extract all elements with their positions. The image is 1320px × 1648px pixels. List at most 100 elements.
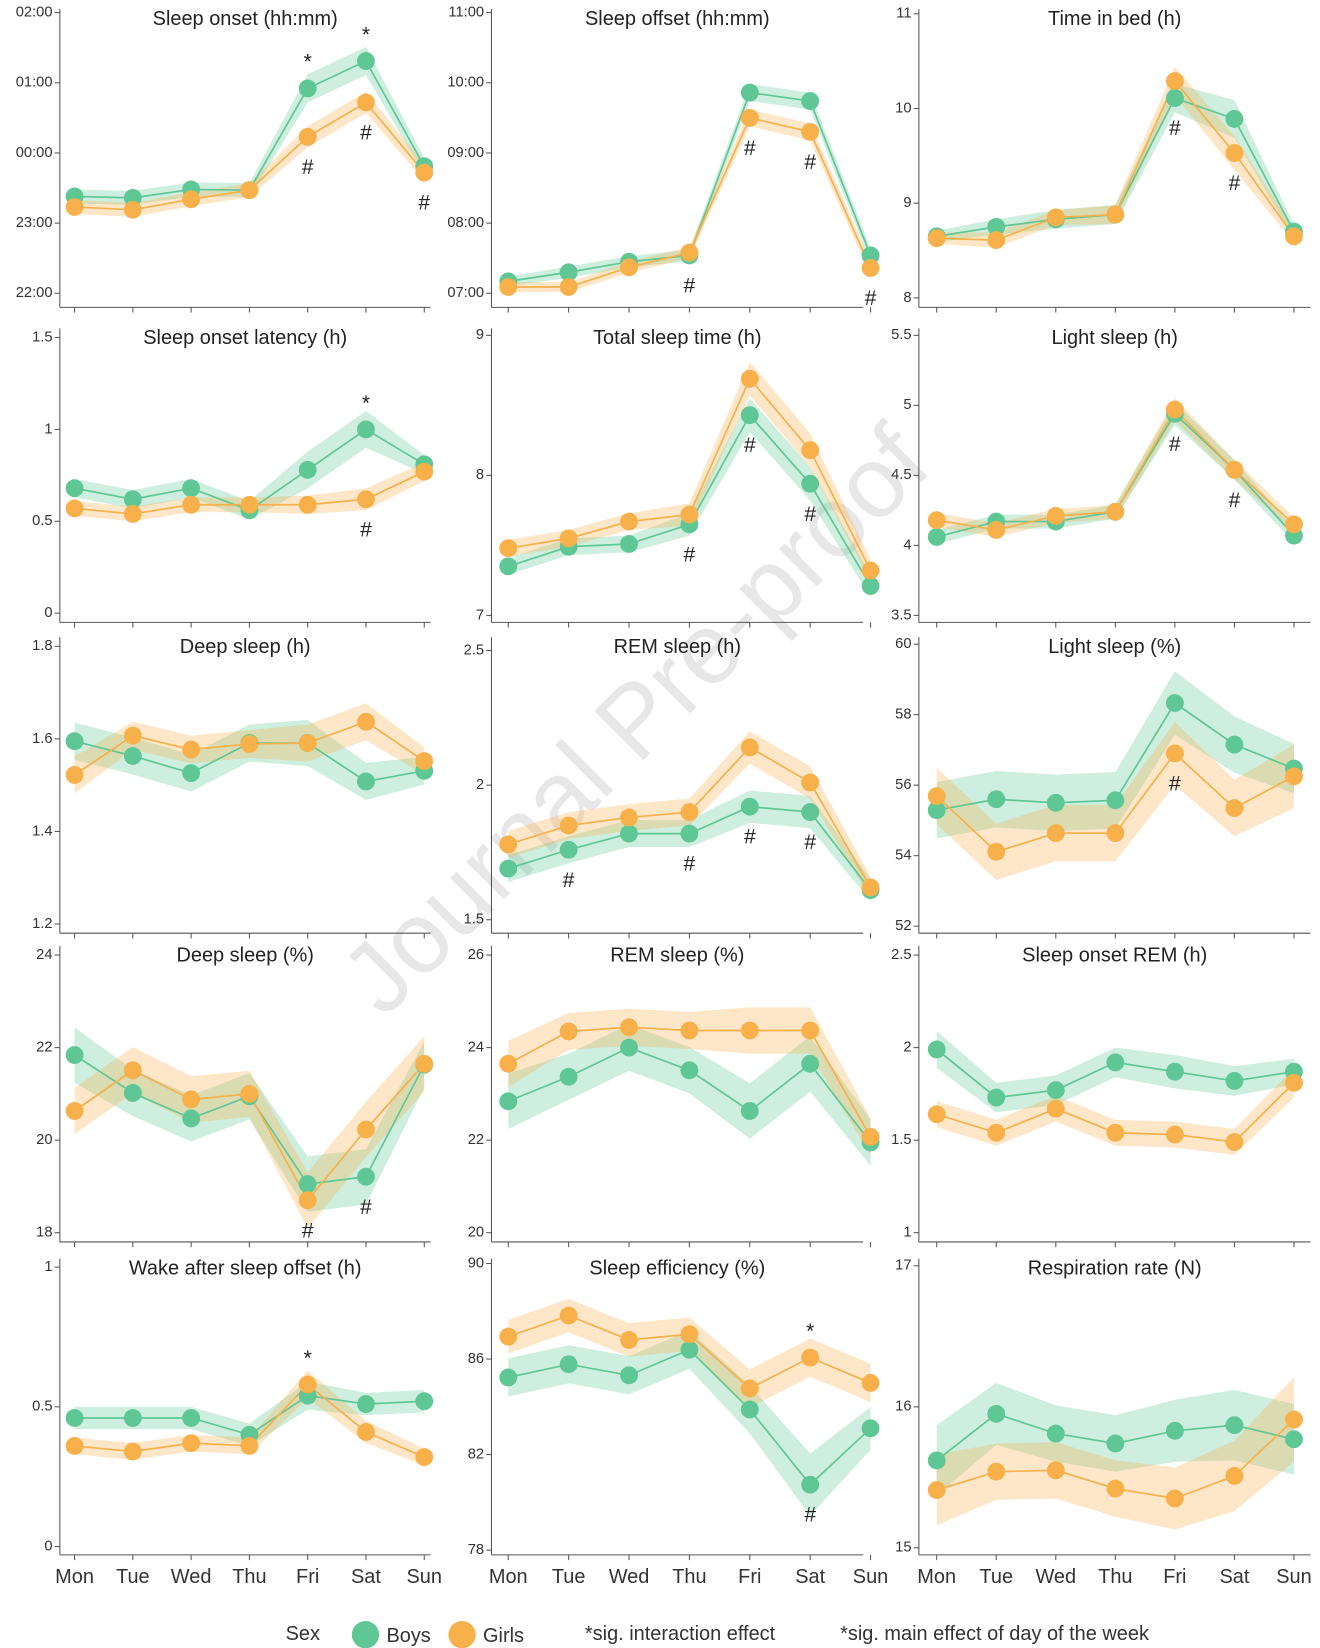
data-point: [801, 122, 820, 141]
x-tick-label: Sat: [795, 1566, 825, 1588]
data-point: [123, 200, 142, 219]
data-point: [499, 1054, 518, 1073]
data-point: [357, 52, 375, 70]
data-point: [927, 1105, 946, 1124]
ci-band: [508, 398, 871, 598]
data-point: [415, 1392, 434, 1411]
data-point: [1225, 1133, 1244, 1151]
data-point: [987, 842, 1006, 861]
data-point: [298, 1375, 317, 1394]
data-point: [1285, 515, 1303, 534]
data-point: [559, 840, 578, 859]
data-point: [620, 512, 638, 531]
data-point: [65, 732, 84, 751]
legend-swatch: [448, 1621, 476, 1648]
data-point: [740, 1400, 759, 1419]
data-point: [740, 1379, 759, 1398]
data-point: [1046, 793, 1065, 812]
y-tick-label: 1: [44, 1259, 52, 1275]
annotation: #: [360, 121, 372, 144]
data-point: [801, 1348, 820, 1367]
y-tick-label: 16: [895, 1399, 911, 1415]
data-point: [1225, 1071, 1244, 1090]
data-point: [65, 1437, 84, 1455]
annotation: #: [684, 853, 696, 876]
data-point: [801, 1475, 820, 1494]
legend-swatch: [351, 1621, 380, 1648]
y-tick-label: 2.5: [891, 947, 911, 963]
ci-band: [74, 47, 425, 205]
data-point: [559, 1067, 578, 1086]
ci-band: [508, 361, 871, 582]
y-tick-label: 01:00: [16, 75, 53, 91]
ci-band: [936, 1030, 1294, 1113]
annotation: #: [1169, 117, 1181, 140]
y-tick-label: 1.5: [891, 1132, 911, 1148]
y-tick-label: 24: [468, 1040, 484, 1056]
y-tick-label: 2: [903, 1040, 911, 1056]
panel-title: Sleep onset REM (h): [1022, 945, 1207, 967]
data-point: [65, 499, 84, 518]
data-point: [357, 1395, 375, 1413]
y-tick-label: 78: [468, 1542, 484, 1558]
data-point: [123, 490, 142, 509]
data-point: [415, 1054, 434, 1073]
ci-band: [74, 411, 425, 520]
data-point: [620, 824, 638, 843]
x-tick-label: Sun: [407, 1566, 442, 1588]
y-tick-label: 09:00: [447, 145, 484, 161]
x-tick-label: Mon: [917, 1566, 956, 1588]
y-tick-label: 20: [468, 1225, 484, 1241]
panel-title: Light sleep (%): [1048, 636, 1181, 658]
data-point: [620, 1038, 638, 1057]
data-point: [123, 1409, 142, 1427]
panel-title: Time in bed (h): [1048, 8, 1181, 30]
data-point: [1285, 227, 1303, 246]
legend-title: Sex: [286, 1623, 320, 1645]
annotation: *: [304, 1347, 312, 1370]
panel-title: Sleep offset (hh:mm): [585, 8, 770, 30]
x-tick-label: Wed: [171, 1566, 212, 1588]
ci-band: [508, 1298, 871, 1408]
annotation: #: [563, 869, 575, 892]
legend-note: *sig. main effect of day of the week: [840, 1623, 1149, 1645]
data-point: [415, 1448, 434, 1467]
data-point: [680, 1021, 699, 1040]
y-tick-label: 9: [903, 195, 911, 211]
data-point: [1285, 767, 1303, 786]
data-point: [927, 511, 946, 530]
data-point: [559, 816, 578, 835]
data-point: [499, 1092, 518, 1111]
x-tick-label: Sun: [853, 1566, 888, 1588]
data-point: [801, 474, 820, 493]
y-tick-label: 0.5: [32, 513, 52, 529]
x-tick-label: Fri: [1163, 1566, 1186, 1588]
data-point: [1285, 1430, 1303, 1449]
y-tick-label: 4: [903, 537, 911, 553]
annotation: #: [804, 503, 816, 526]
data-point: [415, 163, 434, 182]
legend-note: *sig. interaction effect: [585, 1623, 776, 1645]
y-tick-label: 22: [36, 1040, 52, 1056]
panel-title: Deep sleep (%): [176, 945, 313, 967]
data-point: [1046, 208, 1065, 227]
data-point: [680, 824, 699, 843]
data-point: [357, 490, 375, 509]
panel-title: Light sleep (h): [1052, 327, 1178, 349]
data-point: [620, 1018, 638, 1037]
annotation: #: [1229, 172, 1241, 195]
y-tick-label: 86: [468, 1351, 484, 1367]
y-tick-label: 58: [895, 707, 911, 723]
data-point: [65, 198, 84, 216]
data-point: [357, 1120, 375, 1139]
y-tick-label: 1.2: [32, 916, 52, 932]
data-point: [182, 1109, 201, 1128]
y-tick-label: 20: [36, 1132, 52, 1148]
watermark: Journal Pre-proof: [320, 404, 951, 1035]
y-tick-label: 60: [895, 636, 911, 652]
data-point: [680, 803, 699, 821]
data-point: [987, 231, 1006, 250]
data-point: [1285, 1073, 1303, 1092]
x-tick-label: Tue: [552, 1566, 586, 1588]
y-tick-label: 0: [44, 1538, 52, 1554]
